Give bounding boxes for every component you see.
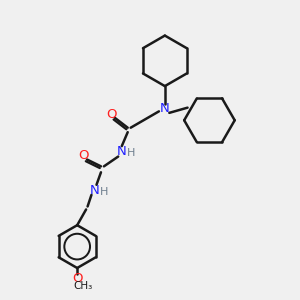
Text: O: O — [106, 108, 117, 121]
Text: CH₃: CH₃ — [74, 281, 93, 291]
Text: N: N — [90, 184, 100, 196]
Text: H: H — [100, 187, 109, 196]
Text: O: O — [78, 149, 88, 162]
Text: O: O — [72, 272, 83, 285]
Text: N: N — [117, 145, 127, 158]
Text: N: N — [160, 102, 170, 115]
Text: H: H — [127, 148, 136, 158]
